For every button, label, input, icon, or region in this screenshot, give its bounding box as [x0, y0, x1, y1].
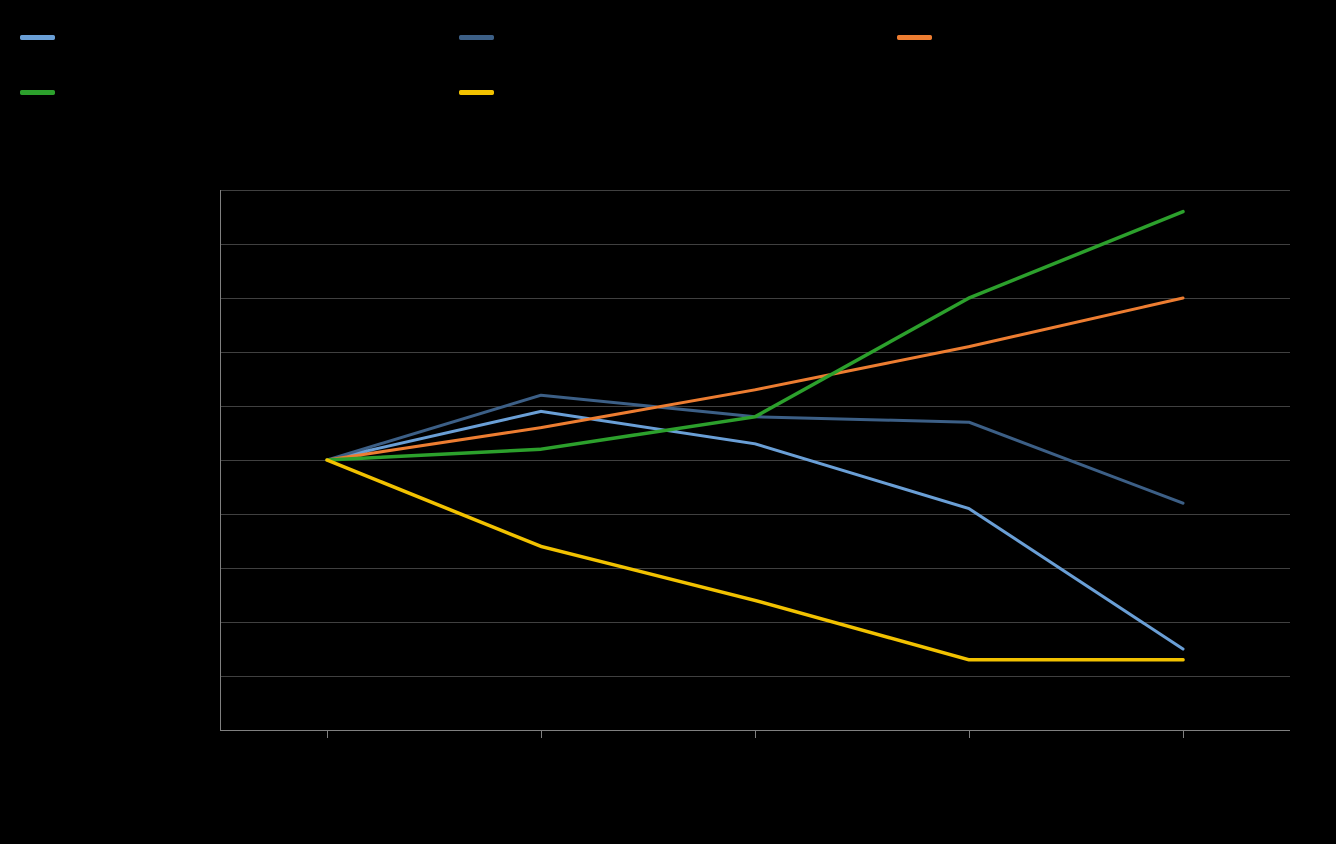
legend-item [459, 90, 878, 95]
legend-swatch [897, 35, 932, 40]
legend-swatch [20, 90, 55, 95]
legend-swatch [459, 35, 494, 40]
series-line-series2 [327, 395, 1183, 503]
legend-item [20, 90, 439, 95]
x-tick [327, 730, 328, 738]
chart-container [0, 0, 1336, 844]
legend-item [20, 35, 439, 40]
series-lines [220, 190, 1290, 730]
series-line-series3 [327, 298, 1183, 460]
x-tick [755, 730, 756, 738]
x-tick [1183, 730, 1184, 738]
x-tick [541, 730, 542, 738]
legend-swatch [459, 90, 494, 95]
x-tick [969, 730, 970, 738]
plot-area [220, 190, 1290, 730]
series-line-series4 [327, 212, 1183, 460]
legend-swatch [20, 35, 55, 40]
legend-item [897, 35, 1316, 40]
legend-item [459, 35, 878, 40]
series-line-series1 [327, 411, 1183, 649]
legend [20, 35, 1316, 95]
series-line-series5 [327, 460, 1183, 660]
